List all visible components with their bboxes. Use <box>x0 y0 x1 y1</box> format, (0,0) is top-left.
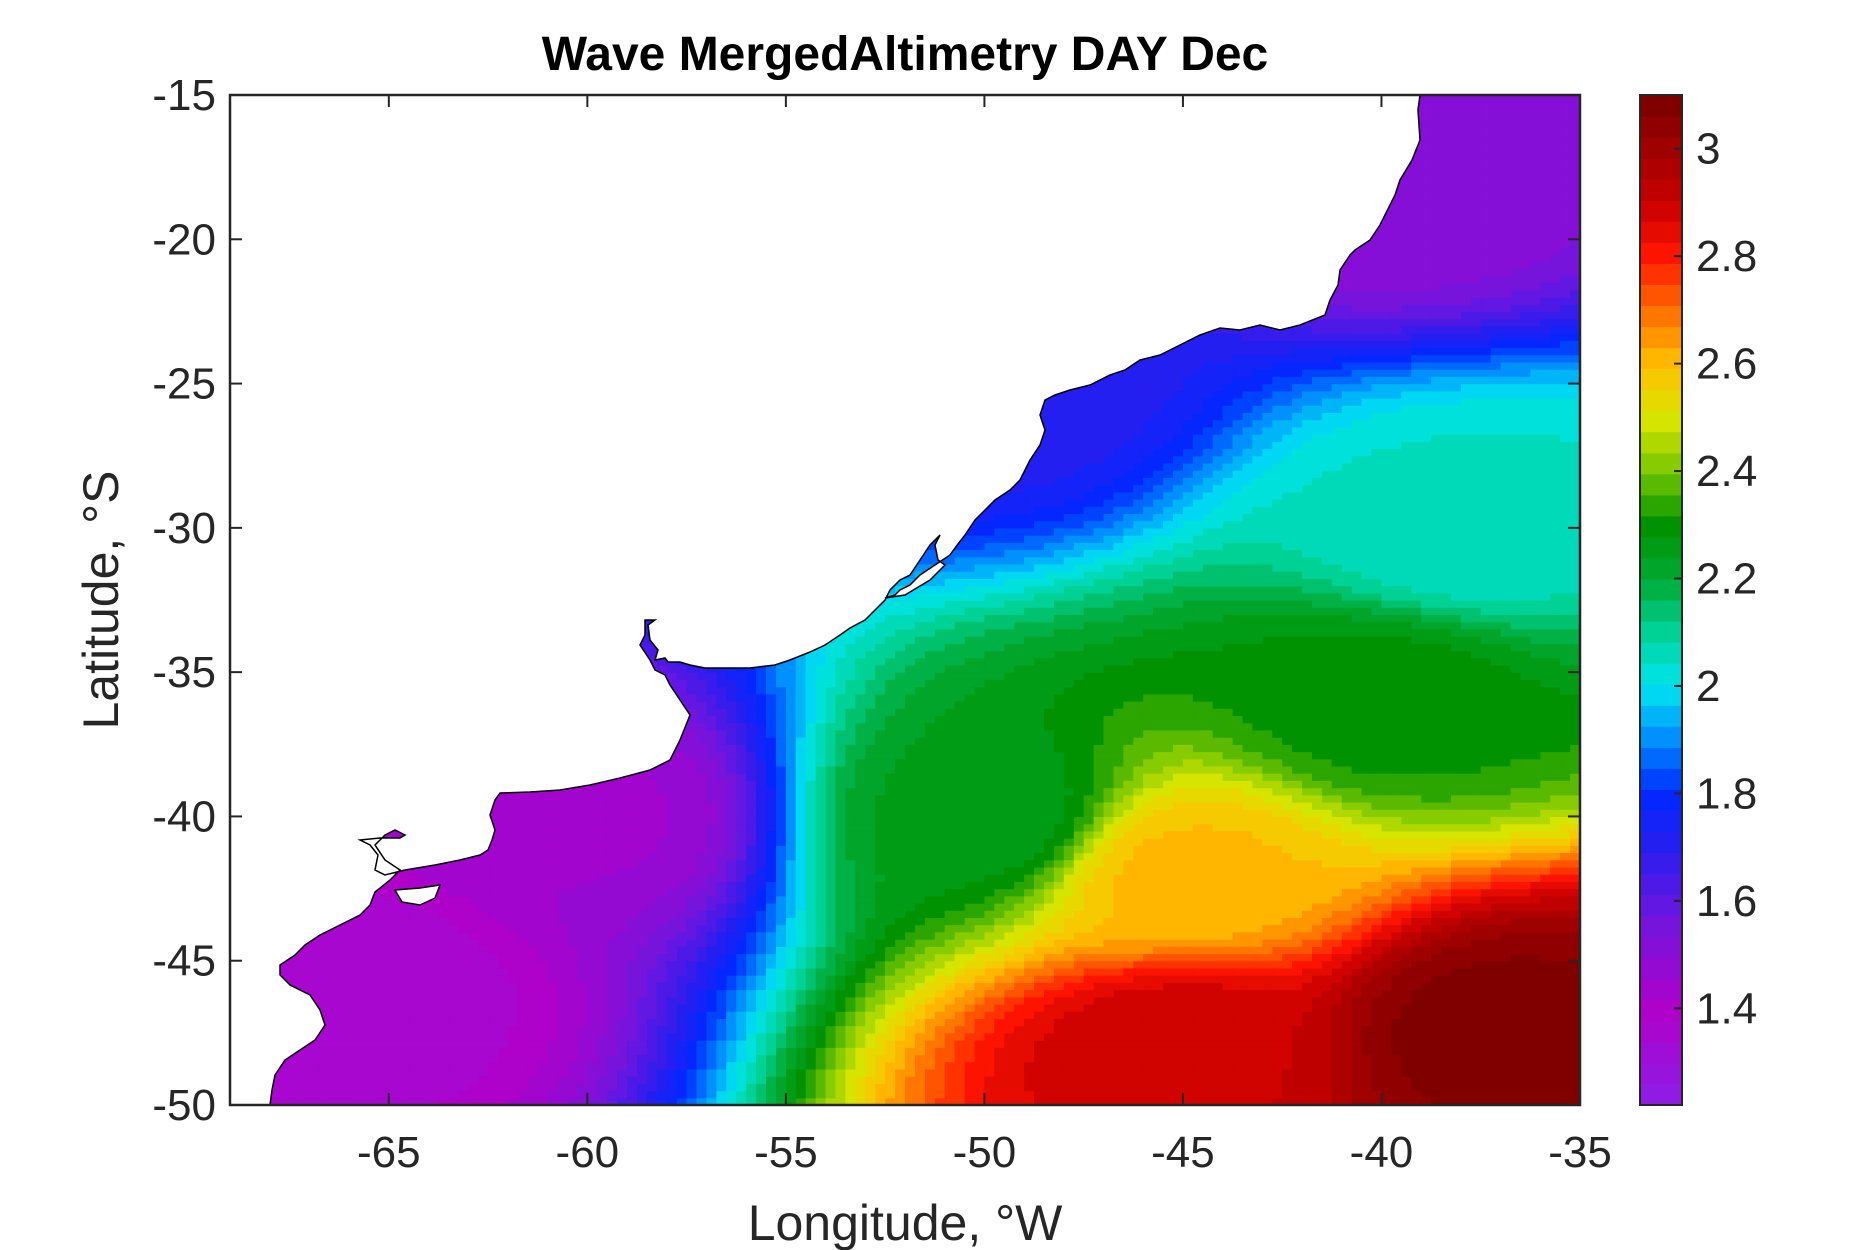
colorbar-segment <box>1640 726 1682 748</box>
y-tick-label: -25 <box>152 360 216 409</box>
land-mask <box>230 95 1421 1105</box>
lagoon-marker <box>393 884 442 906</box>
x-tick-label: -55 <box>754 1128 818 1177</box>
y-axis-title: Latitude, °S <box>73 470 129 729</box>
colorbar-segment <box>1640 263 1682 285</box>
colorbar-segment <box>1640 305 1682 327</box>
colorbar-segment <box>1640 347 1682 370</box>
colorbar-segment <box>1640 536 1682 559</box>
colorbar-segment <box>1640 579 1682 601</box>
colorbar-segment <box>1640 957 1682 980</box>
colorbar-ticks: 1.4 1.6 1.8 2 2.2 2.4 2.6 2.8 3 <box>1674 125 1757 1033</box>
colorbar-segment <box>1640 705 1682 727</box>
colorbar-segment <box>1640 326 1682 349</box>
x-tick-label: -35 <box>1548 1128 1612 1177</box>
colorbar-tick-label: 2.4 <box>1696 447 1757 496</box>
colorbar-segment <box>1640 515 1682 538</box>
colorbar-segment <box>1640 600 1682 622</box>
colorbar-frame <box>1639 94 1683 1106</box>
colorbar-segment <box>1640 158 1682 180</box>
x-tick-label: -50 <box>953 1128 1017 1177</box>
colorbar-segment <box>1640 557 1682 580</box>
colorbar-segment <box>1640 936 1682 959</box>
y-tick-label: -40 <box>152 792 216 841</box>
colorbar-segment <box>1640 242 1682 264</box>
colorbar-segment <box>1640 873 1682 896</box>
colorbar-tick-label: 1.6 <box>1696 877 1757 926</box>
colorbar-segment <box>1640 179 1682 201</box>
plot-frame <box>228 93 1582 1107</box>
colorbar-segment <box>1640 116 1682 138</box>
colorbar-segment <box>1640 494 1682 517</box>
colorbar-segment <box>1640 894 1682 917</box>
colorbar-tick-label: 1.8 <box>1696 769 1757 818</box>
colorbar-tick-label: 2.6 <box>1696 340 1757 389</box>
colorbar-tick-label: 2.8 <box>1696 232 1757 281</box>
colorbar-segment <box>1640 284 1682 306</box>
colorbar-segment <box>1640 915 1682 938</box>
colorbar-segment <box>1640 978 1682 1001</box>
colorbar-segment <box>1640 768 1682 790</box>
x-tick-label: -60 <box>556 1128 620 1177</box>
colorbar-segment <box>1640 684 1682 706</box>
colorbar-segment <box>1640 831 1682 854</box>
chart-title: Wave MergedAltimetry DAY Dec <box>542 28 1269 81</box>
colorbar <box>1640 95 1682 1106</box>
x-tick-label: -40 <box>1350 1128 1414 1177</box>
colorbar-segment <box>1640 810 1682 832</box>
colorbar-segment <box>1640 1020 1682 1043</box>
colorbar-tick-label: 1.4 <box>1696 984 1757 1033</box>
colorbar-segment <box>1640 621 1682 643</box>
y-tick-label: -50 <box>152 1081 216 1130</box>
colorbar-segment <box>1640 389 1682 412</box>
colorbar-segment <box>1640 200 1682 222</box>
y-axis: -15 -20 -25 -30 -35 -40 -45 -50 <box>152 71 1580 1130</box>
y-tick-label: -45 <box>152 937 216 986</box>
colorbar-tick-label: 2.2 <box>1696 555 1757 604</box>
plot-area <box>230 95 1580 1105</box>
colorbar-segment <box>1640 452 1682 475</box>
colorbar-tick-label: 2 <box>1696 662 1720 711</box>
x-axis: -65 -60 -55 -50 -45 -40 -35 <box>357 95 1612 1177</box>
colorbar-segment <box>1640 642 1682 664</box>
y-tick-label: -30 <box>152 504 216 553</box>
colorbar-segment <box>1640 852 1682 875</box>
y-tick-label: -15 <box>152 71 216 120</box>
colorbar-segment <box>1640 789 1682 811</box>
colorbar-segment <box>1640 137 1682 159</box>
colorbar-tick-label: 3 <box>1696 125 1720 174</box>
colorbar-segment <box>1640 1084 1682 1106</box>
colorbar-segment <box>1640 221 1682 243</box>
colorbar-segment <box>1640 1062 1682 1085</box>
y-tick-label: -20 <box>152 215 216 264</box>
x-axis-title: Longitude, °W <box>748 1195 1063 1250</box>
colorbar-segment <box>1640 368 1682 391</box>
colorbar-segment <box>1640 999 1682 1022</box>
colorbar-segment <box>1640 1041 1682 1064</box>
colorbar-segment <box>1640 473 1682 496</box>
colorbar-segment <box>1640 431 1682 454</box>
colorbar-segment <box>1640 747 1682 769</box>
colorbar-segment <box>1640 663 1682 685</box>
colorbar-segment <box>1640 95 1682 117</box>
x-tick-label: -65 <box>357 1128 421 1177</box>
y-tick-label: -35 <box>152 648 216 697</box>
x-tick-label: -45 <box>1151 1128 1215 1177</box>
colorbar-segment <box>1640 410 1682 433</box>
